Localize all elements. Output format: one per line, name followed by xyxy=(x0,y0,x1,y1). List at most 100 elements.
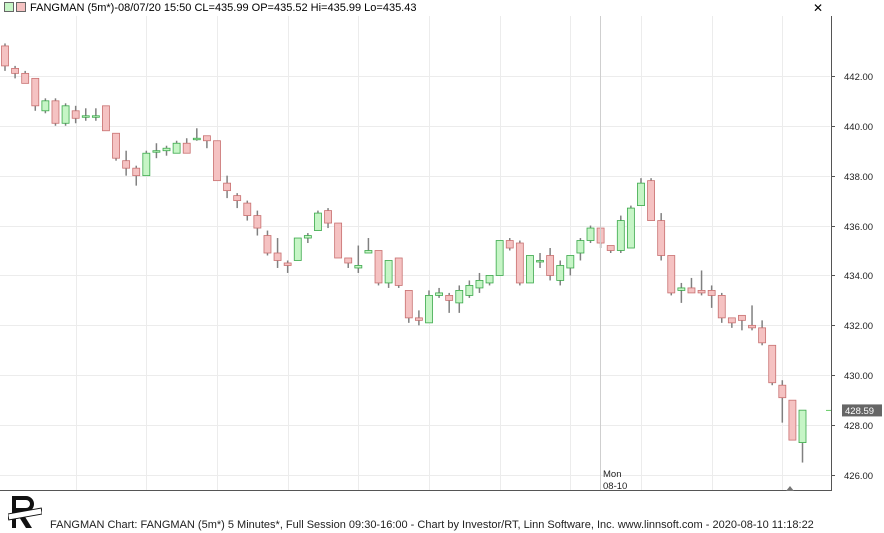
candle-up xyxy=(475,272,484,293)
candle-down xyxy=(182,138,191,154)
candle-up xyxy=(314,210,322,231)
candle-down xyxy=(283,260,292,273)
candle-body xyxy=(495,240,504,276)
candle-body xyxy=(727,317,736,324)
candle-down xyxy=(768,344,777,386)
candle-body xyxy=(758,327,767,344)
candle-down xyxy=(738,314,746,331)
candle-body xyxy=(122,160,131,169)
candle-body xyxy=(647,180,655,221)
candle-body xyxy=(576,240,585,254)
candle-down xyxy=(697,270,706,296)
candle-body xyxy=(465,285,474,296)
candle-body xyxy=(505,240,514,249)
candle-down xyxy=(202,135,211,149)
candle-body xyxy=(606,245,615,251)
candle-up xyxy=(586,225,595,244)
day-marker-day: Mon xyxy=(603,469,621,480)
chart-header: FANGMAN (5m*)-08/07/20 15:50 CL=435.99 O… xyxy=(0,0,830,16)
candle-down xyxy=(102,105,110,132)
candle-body xyxy=(364,250,373,254)
candle-body xyxy=(657,220,666,256)
y-tick-label: 438.00 xyxy=(844,172,873,183)
candle-body xyxy=(263,235,272,254)
candle-up xyxy=(192,128,201,141)
candle-up xyxy=(172,140,181,154)
candle-body xyxy=(102,105,110,132)
candle-down xyxy=(374,250,383,286)
candle-body xyxy=(243,202,252,216)
candle-up xyxy=(526,255,534,284)
candle-body xyxy=(273,252,282,261)
candle-down xyxy=(394,257,403,288)
candle-up xyxy=(425,290,433,324)
candle-down xyxy=(273,238,282,268)
candle-body xyxy=(435,292,443,296)
down-color-swatch-icon xyxy=(16,2,26,12)
candle-body xyxy=(738,314,746,321)
candle-up xyxy=(303,233,312,244)
candle-down xyxy=(223,175,231,199)
candle-up xyxy=(152,143,161,159)
candle-up xyxy=(162,145,171,156)
candle-body xyxy=(213,140,221,182)
candle-down xyxy=(404,290,413,323)
candle-body xyxy=(667,255,676,294)
candle-up xyxy=(354,245,363,273)
candle-down xyxy=(657,213,666,261)
grid-lines xyxy=(0,16,830,490)
candle-body xyxy=(425,295,433,324)
candle-up xyxy=(81,108,90,121)
candle-up xyxy=(556,260,565,286)
candle-body xyxy=(788,399,797,441)
candle-down xyxy=(132,165,141,186)
up-color-swatch-icon xyxy=(4,2,14,12)
candle-body xyxy=(566,255,575,269)
candle-body xyxy=(748,324,756,329)
candle-body xyxy=(223,182,231,192)
candle-down xyxy=(778,380,787,423)
y-tick-label: 430.00 xyxy=(844,371,873,382)
candle-body xyxy=(526,255,534,284)
chart-footer: FANGMAN Chart: FANGMAN (5m*) 5 Minutes*,… xyxy=(0,491,884,533)
candle-body xyxy=(778,384,787,399)
candle-down xyxy=(11,65,19,79)
scroll-marker-icon[interactable] xyxy=(786,486,794,491)
candle-body xyxy=(233,195,242,202)
candle-body xyxy=(142,152,151,177)
y-tick-label: 426.00 xyxy=(844,471,873,482)
candle-down xyxy=(263,230,272,256)
candle-body xyxy=(202,135,211,142)
candle-up xyxy=(293,237,302,261)
candle-body xyxy=(717,295,726,319)
candle-down xyxy=(334,222,343,259)
candle-down xyxy=(647,178,655,221)
candle-down xyxy=(445,292,454,313)
candle-body xyxy=(384,260,393,284)
candle-down xyxy=(233,193,242,209)
candle-body xyxy=(314,212,322,231)
y-tick-label: 432.00 xyxy=(844,321,873,332)
candle-body xyxy=(798,409,807,444)
candle-down xyxy=(324,208,332,229)
candle-down xyxy=(71,105,80,124)
candle-down xyxy=(727,317,736,328)
y-tick-label: 436.00 xyxy=(844,222,873,233)
candle-body xyxy=(283,262,292,266)
candle-down xyxy=(122,150,131,176)
last-price-label: 428.59 xyxy=(845,406,874,417)
last-price-tag: 428.59 xyxy=(826,404,882,417)
candle-body xyxy=(485,275,494,284)
candle-up xyxy=(384,260,393,288)
candle-body xyxy=(303,235,312,239)
candle-down xyxy=(51,98,60,126)
candle-up xyxy=(495,240,504,276)
candle-down xyxy=(414,310,423,326)
candle-down xyxy=(667,255,676,296)
candle-up xyxy=(566,255,575,276)
candle-body xyxy=(586,227,595,241)
candle-body xyxy=(707,290,716,296)
candle-body xyxy=(31,77,40,107)
close-icon[interactable]: ✕ xyxy=(812,1,824,15)
